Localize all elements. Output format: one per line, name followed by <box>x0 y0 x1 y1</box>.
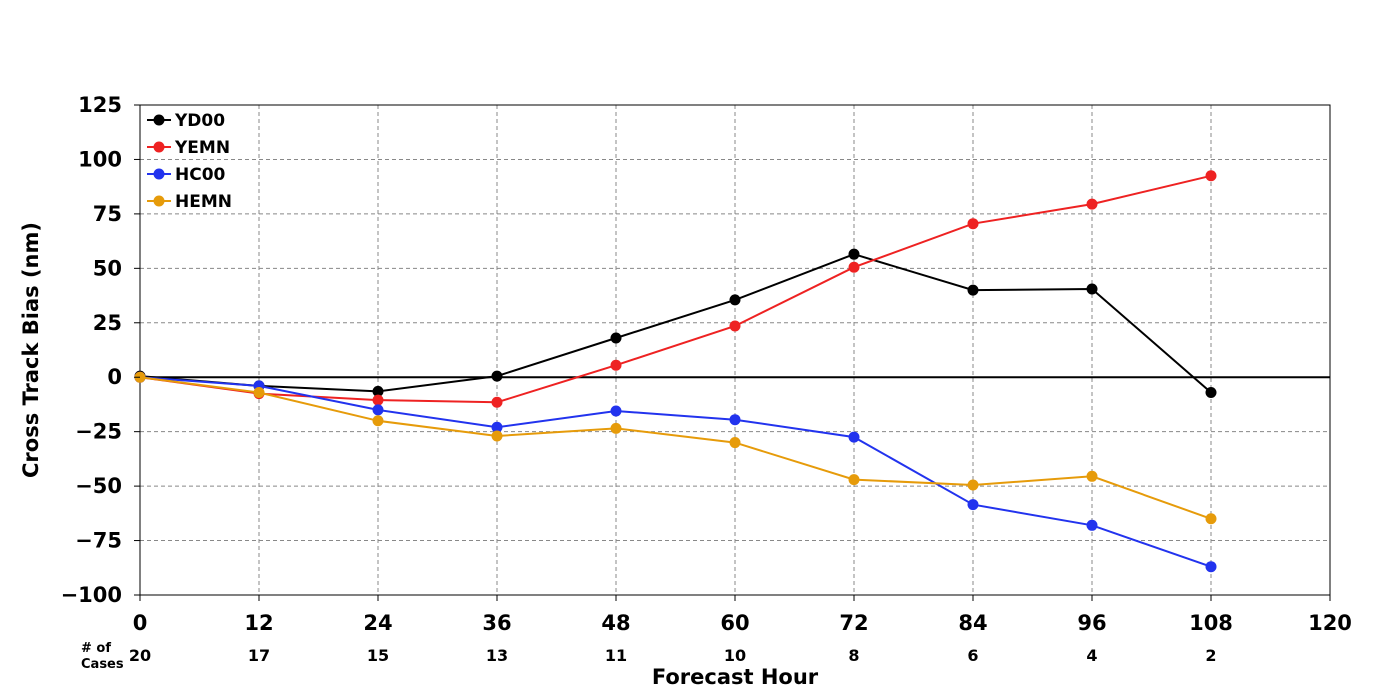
data-point-yd00 <box>729 294 741 306</box>
y-tick-label: −100 <box>61 583 122 607</box>
legend-item-yd00: YD00 <box>147 111 225 131</box>
legend: YD00 YEMN HC00 HEMN <box>147 111 232 212</box>
y-tick-label: 125 <box>78 93 122 117</box>
data-point-hemn <box>729 437 741 449</box>
data-point-yemn <box>967 218 979 230</box>
legend-marker <box>153 195 165 207</box>
case-count-label: 2 <box>1205 646 1216 665</box>
y-tick-label: −25 <box>75 420 122 444</box>
data-point-yemn <box>848 261 860 273</box>
data-point-hc00 <box>1086 519 1098 531</box>
data-point-yemn <box>610 359 622 371</box>
data-point-hemn <box>1205 513 1217 525</box>
case-count-label: 4 <box>1086 646 1097 665</box>
series-line-hc00 <box>139 376 1212 568</box>
case-count-label: 13 <box>486 646 508 665</box>
legend-label: HEMN <box>175 192 232 212</box>
series-layer <box>134 170 1217 573</box>
y-axis-ticks: 125 100 75 50 25 0 −25 −50 −75 −100 <box>61 93 140 607</box>
legend-label: HC00 <box>175 165 226 185</box>
data-point-hc00 <box>372 404 384 416</box>
legend-marker <box>153 141 165 153</box>
data-point-hemn <box>1086 470 1098 482</box>
grid <box>140 105 1330 595</box>
data-point-yemn <box>372 394 384 406</box>
x-tick-label: 96 <box>1077 611 1106 635</box>
data-point-hemn <box>253 386 265 398</box>
data-point-hemn <box>967 479 979 491</box>
x-axis-ticks: 0 12 24 36 48 60 72 84 96 108 120 <box>133 595 1352 635</box>
data-point-hemn <box>848 474 860 486</box>
series-yd00 <box>134 248 1217 398</box>
x-tick-label: 0 <box>133 611 148 635</box>
data-point-yd00 <box>372 385 384 397</box>
y-tick-label: 25 <box>93 311 122 335</box>
data-point-yd00 <box>1086 283 1098 295</box>
legend-item-hc00: HC00 <box>147 165 226 185</box>
data-point-hc00 <box>967 499 979 511</box>
case-count-label: 11 <box>605 646 627 665</box>
case-count-label: 17 <box>248 646 270 665</box>
legend-label: YEMN <box>174 138 230 158</box>
x-tick-label: 48 <box>601 611 630 635</box>
data-point-hc00 <box>848 431 860 443</box>
series-hemn <box>134 371 1217 525</box>
data-point-yd00 <box>491 370 503 382</box>
x-tick-label: 72 <box>839 611 868 635</box>
x-tick-label: 120 <box>1308 611 1352 635</box>
data-point-hc00 <box>1205 561 1217 573</box>
legend-item-yemn: YEMN <box>147 138 230 158</box>
y-tick-label: 100 <box>78 147 122 171</box>
y-tick-label: −50 <box>75 474 122 498</box>
case-count-label: 15 <box>367 646 389 665</box>
legend-marker <box>153 114 165 126</box>
case-count-label: 20 <box>129 646 151 665</box>
y-tick-label: −75 <box>75 529 122 553</box>
y-tick-label: 50 <box>93 256 122 280</box>
series-line-hemn <box>139 376 1212 520</box>
x-tick-label: 84 <box>958 611 987 635</box>
data-point-yd00 <box>967 284 979 296</box>
series-line-yemn <box>139 174 1212 404</box>
y-tick-label: 75 <box>93 202 122 226</box>
x-axis-title: Forecast Hour <box>652 665 819 689</box>
data-point-yemn <box>729 320 741 332</box>
data-point-hemn <box>610 422 622 434</box>
data-point-hc00 <box>610 405 622 417</box>
data-point-yemn <box>1205 170 1217 182</box>
case-count-label: 6 <box>967 646 978 665</box>
legend-label: YD00 <box>174 111 225 131</box>
x-tick-label: 108 <box>1189 611 1233 635</box>
data-point-hc00 <box>729 414 741 426</box>
x-tick-label: 36 <box>482 611 511 635</box>
data-point-yd00 <box>1205 386 1217 398</box>
data-point-yd00 <box>610 332 622 344</box>
data-point-hc00 <box>491 421 503 433</box>
x-tick-label: 12 <box>244 611 273 635</box>
data-point-yemn <box>491 396 503 408</box>
legend-marker <box>153 168 165 180</box>
y-tick-label: 0 <box>107 365 122 389</box>
x-tick-label: 24 <box>363 611 392 635</box>
cases-row: # of Cases 20 17 15 13 11 10 8 6 4 2 <box>81 641 1217 672</box>
case-count-label: 8 <box>848 646 859 665</box>
case-count-label: 10 <box>724 646 746 665</box>
y-axis-title: Cross Track Bias (nm) <box>19 222 43 478</box>
cases-header-line2: Cases <box>81 657 124 672</box>
cases-header-line1: # of <box>81 641 111 656</box>
data-point-hemn <box>372 415 384 427</box>
data-point-yd00 <box>848 248 860 260</box>
data-point-yemn <box>1086 198 1098 210</box>
data-point-hemn <box>491 430 503 442</box>
x-tick-label: 60 <box>720 611 749 635</box>
series-line-yd00 <box>139 253 1212 394</box>
legend-item-hemn: HEMN <box>147 192 232 212</box>
